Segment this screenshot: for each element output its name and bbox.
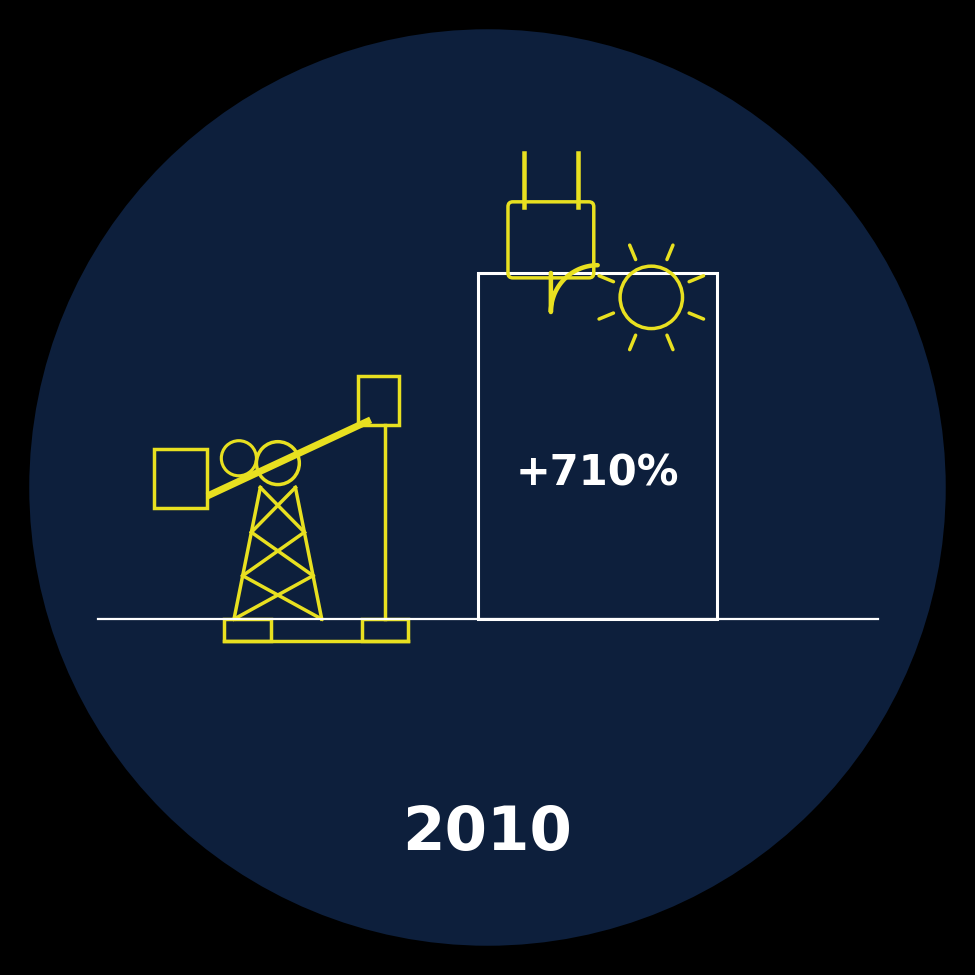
Bar bbox=[224, 619, 271, 641]
Bar bbox=[153, 449, 207, 508]
Text: 2010: 2010 bbox=[403, 804, 572, 863]
Bar bbox=[359, 376, 400, 425]
Bar bbox=[362, 619, 409, 641]
Text: +710%: +710% bbox=[516, 452, 679, 494]
Bar bbox=[478, 273, 717, 619]
Circle shape bbox=[29, 29, 946, 946]
